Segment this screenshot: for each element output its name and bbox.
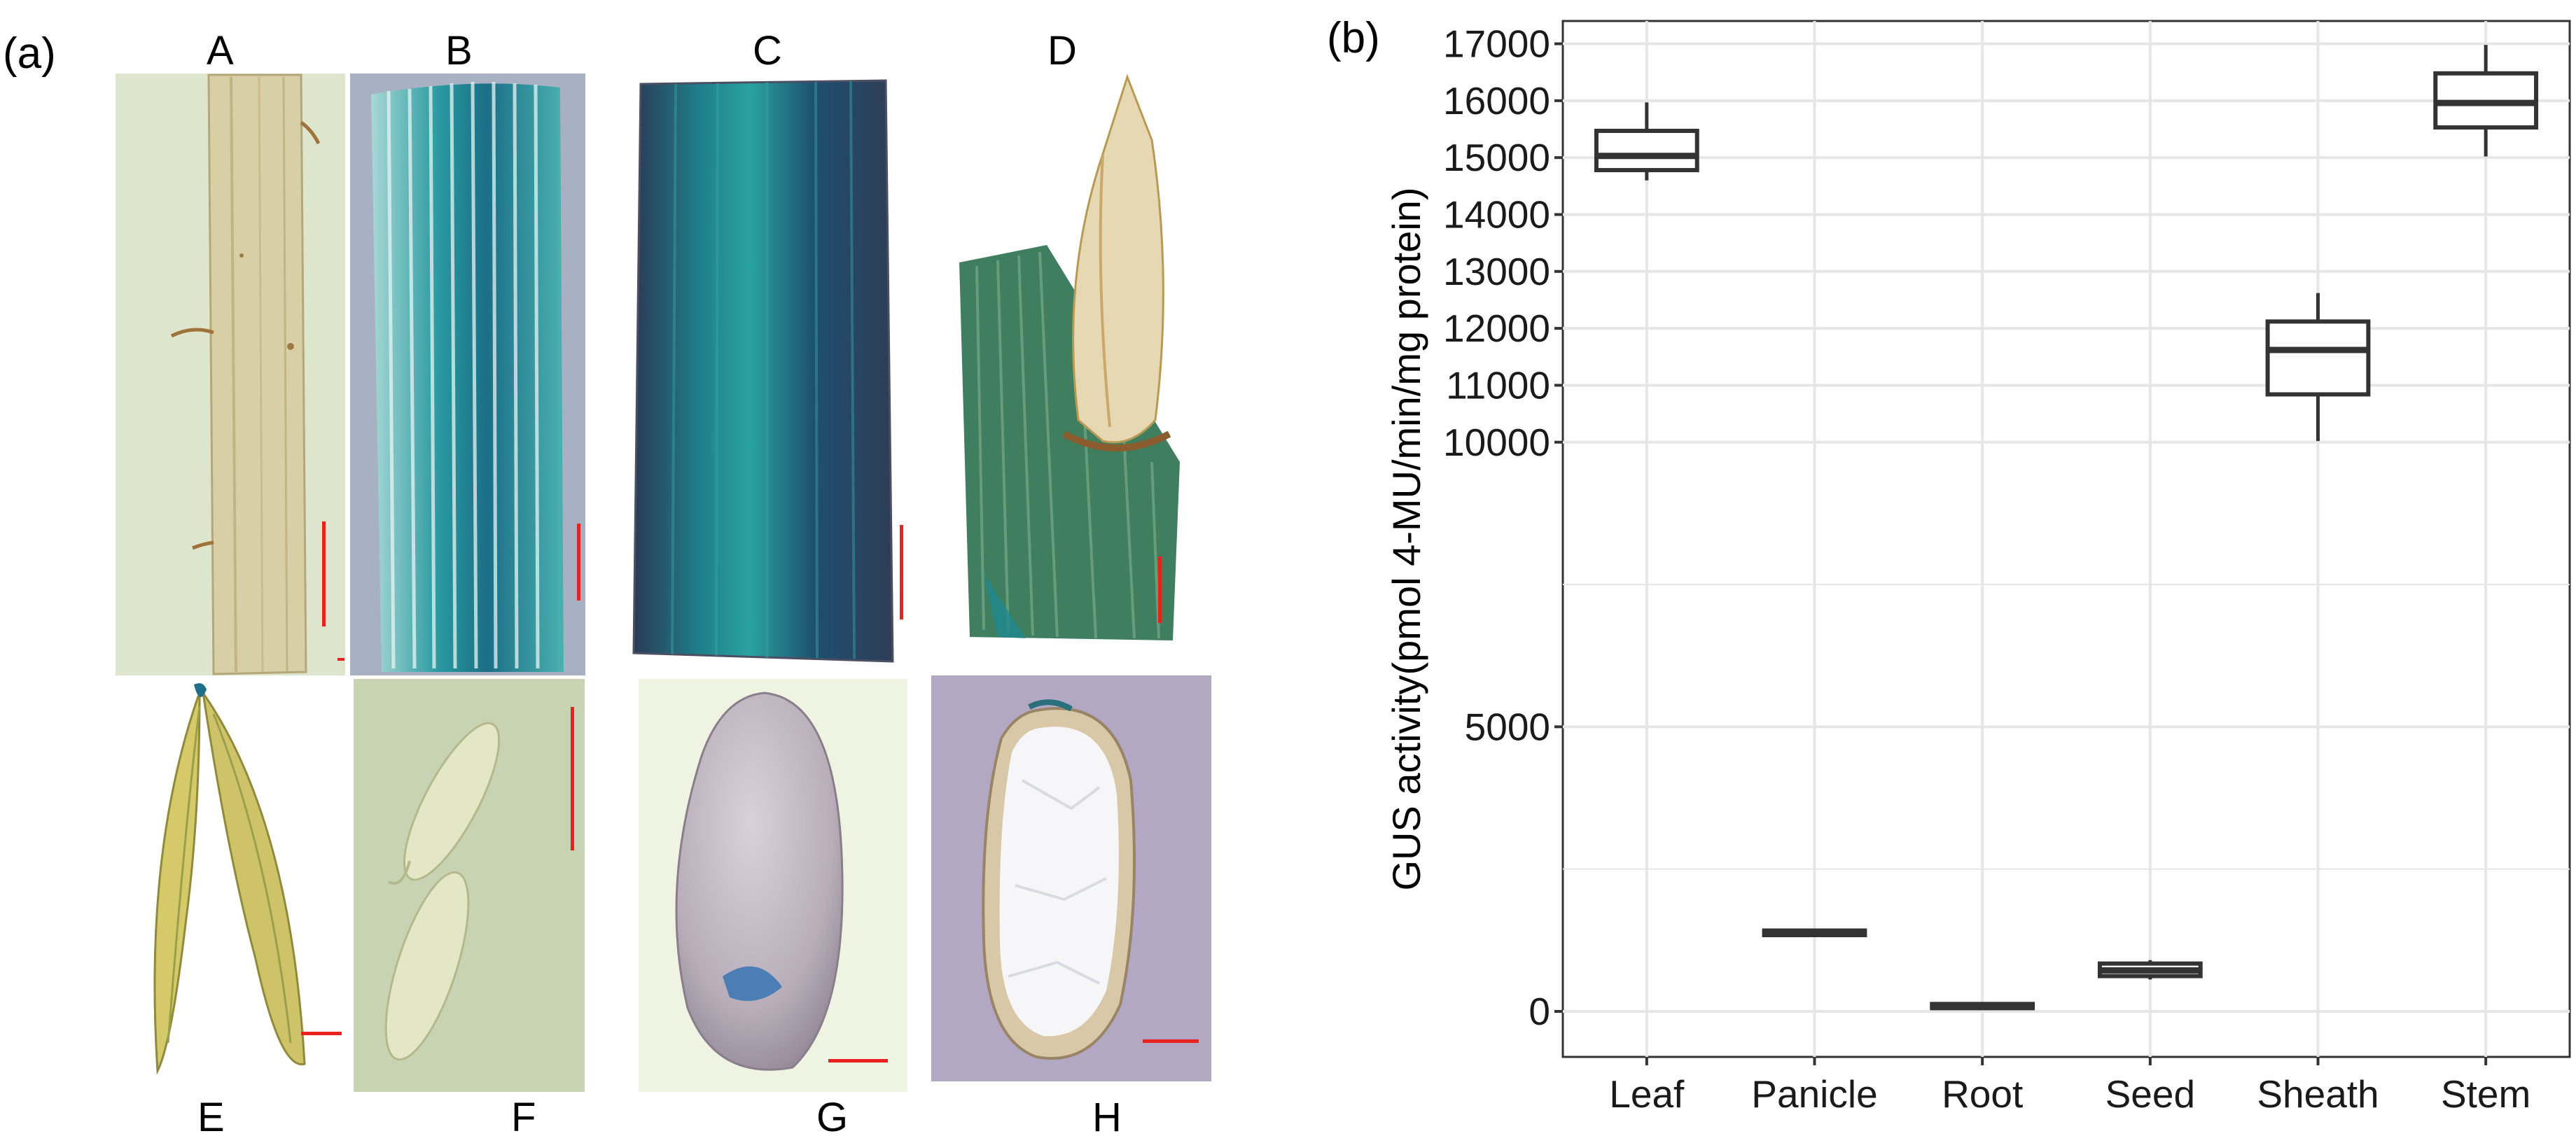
photo-c-sheath bbox=[627, 73, 907, 675]
photo-label-d: D bbox=[1047, 28, 1077, 73]
y-tick-label-4: 12000 bbox=[1443, 307, 1550, 350]
photo-label-h: H bbox=[1092, 1095, 1122, 1140]
x-tick-label-stem: Stem bbox=[2441, 1072, 2530, 1116]
photo-label-f: F bbox=[511, 1095, 536, 1140]
y-tick-label-3: 11000 bbox=[1446, 363, 1550, 407]
x-tick-label-panicle: Panicle bbox=[1751, 1072, 1877, 1116]
panel-b-label: (b) bbox=[1327, 14, 1380, 62]
scale-bar-a-tick bbox=[337, 658, 344, 661]
scale-bar-c bbox=[900, 525, 903, 619]
photo-e-spikelet bbox=[116, 679, 350, 1092]
y-axis-ticks: 0 5000 10000 11000 12000 13000 14000 15000 16000… bbox=[1443, 22, 1563, 1033]
scale-bar-a bbox=[322, 521, 326, 626]
x-tick-label-seed: Seed bbox=[2105, 1072, 2195, 1116]
x-tick-label-root: Root bbox=[1942, 1072, 2023, 1116]
scale-bar-e bbox=[301, 1032, 342, 1035]
scale-bar-g bbox=[828, 1059, 888, 1063]
y-tick-label-2: 10000 bbox=[1443, 421, 1550, 464]
photo-label-b: B bbox=[445, 28, 473, 73]
photo-label-g: G bbox=[816, 1095, 849, 1140]
photo-label-c: C bbox=[753, 28, 782, 73]
x-tick-label-leaf: Leaf bbox=[1609, 1072, 1685, 1116]
box-series bbox=[1594, 45, 2539, 1011]
plot-area bbox=[1561, 20, 2571, 1058]
y-tick-label-6: 14000 bbox=[1443, 192, 1550, 236]
y-tick-label-7: 15000 bbox=[1443, 136, 1550, 179]
y-tick-label-9: 17000 bbox=[1443, 22, 1550, 66]
photo-h-seed-section bbox=[931, 675, 1211, 1081]
y-tick-label-5: 13000 bbox=[1443, 250, 1550, 293]
box-sheath bbox=[2265, 319, 2371, 397]
grid-lines bbox=[1563, 21, 2570, 1057]
x-axis-ticks: Leaf Panicle Root Seed Sheath Stem bbox=[1609, 1057, 2530, 1116]
photo-g-seed bbox=[639, 679, 907, 1092]
y-tick-label-1: 5000 bbox=[1465, 705, 1550, 748]
photo-label-e: E bbox=[197, 1095, 225, 1140]
scale-bar-h bbox=[1143, 1039, 1199, 1043]
photo-f-anthers bbox=[354, 679, 585, 1092]
scale-bar-d bbox=[1158, 556, 1162, 623]
photo-d-node bbox=[942, 70, 1208, 672]
box-leaf bbox=[1594, 128, 1699, 173]
photo-label-a: A bbox=[207, 28, 234, 73]
x-tick-label-sheath: Sheath bbox=[2257, 1072, 2379, 1116]
scale-bar-b bbox=[577, 524, 580, 601]
panel-a-label: (a) bbox=[3, 29, 56, 78]
scale-bar-f bbox=[571, 707, 574, 850]
y-tick-label-8: 16000 bbox=[1443, 79, 1550, 122]
photo-a-leaf bbox=[116, 73, 345, 675]
y-axis-title: GUS activity(pmol 4-MU/min/mg protein) bbox=[1384, 187, 1428, 890]
photo-b-stem bbox=[350, 73, 585, 675]
y-tick-label-0: 0 bbox=[1529, 990, 1550, 1033]
